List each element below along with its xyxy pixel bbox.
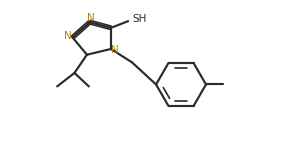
Text: N: N [64,32,72,41]
Text: N: N [111,45,119,55]
Text: SH: SH [132,14,146,24]
Text: N: N [87,13,95,23]
